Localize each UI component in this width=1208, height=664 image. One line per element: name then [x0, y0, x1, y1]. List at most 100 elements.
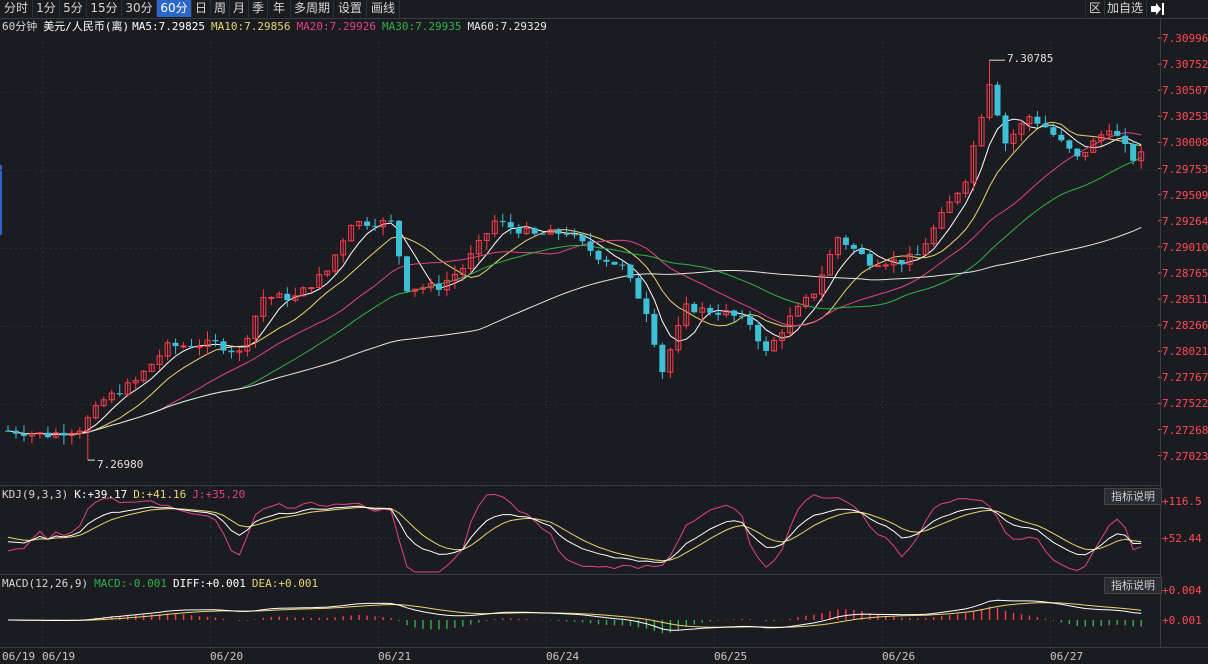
- candle-body: [1058, 134, 1065, 141]
- candle-body: [866, 254, 873, 266]
- candle-body: [372, 225, 379, 227]
- price-axis-label: 7.27023: [1162, 449, 1208, 463]
- collapse-panel-icon[interactable]: [1147, 0, 1167, 17]
- candle-body: [427, 283, 434, 289]
- settings-button[interactable]: 设置: [334, 0, 367, 17]
- kdj-j-label: J:: [192, 488, 206, 501]
- candle-body: [20, 433, 27, 436]
- date-label: 06/19: [42, 650, 76, 663]
- tab-day[interactable]: 日: [192, 0, 211, 17]
- candle-body: [491, 220, 498, 235]
- candle-body: [850, 244, 857, 249]
- candle-body: [938, 211, 945, 229]
- kdj-axis-top: +116.5: [1162, 495, 1202, 508]
- period-toolbar: 分时 1分 5分 15分 30分 60分 日 周 月 季 年 多周期 设置 画线…: [0, 0, 1208, 18]
- candle-body: [858, 248, 865, 255]
- tab-week[interactable]: 周: [211, 0, 230, 17]
- kdj-k-label: K:: [74, 488, 88, 501]
- candle-body: [675, 324, 682, 351]
- candle-body: [364, 221, 371, 226]
- candle-body: [779, 332, 786, 341]
- candle-body: [332, 254, 339, 272]
- candle-body: [164, 342, 171, 357]
- macd-name: MACD(12,26,9): [2, 577, 89, 590]
- candle-body: [611, 261, 618, 265]
- candle-body: [763, 341, 770, 351]
- symbol-name: 美元/人民币(离): [43, 20, 130, 33]
- candle-body: [52, 432, 59, 438]
- ma20-line: [7, 132, 1142, 435]
- candle-body: [922, 243, 929, 256]
- macd-axis-top: +0.004: [1162, 584, 1202, 597]
- candle-body: [116, 393, 123, 395]
- candle-body: [531, 228, 538, 234]
- price-axis-label: 7.29264: [1162, 214, 1208, 228]
- tab-quarter[interactable]: 季: [249, 0, 268, 17]
- macd-value: -0.001: [127, 577, 167, 590]
- candle-body: [451, 273, 458, 281]
- macd-help-button[interactable]: 指标说明: [1104, 577, 1162, 594]
- candle-body: [443, 279, 450, 291]
- tab-60min[interactable]: 60分: [157, 0, 192, 17]
- candle-body: [986, 84, 993, 118]
- candle-body: [723, 310, 730, 316]
- kdj-k-line: [7, 505, 1142, 563]
- candle-body: [244, 337, 251, 352]
- chart-grid: [0, 18, 1208, 648]
- dea-value: +0.001: [278, 577, 319, 590]
- region-button[interactable]: 区: [1085, 0, 1105, 17]
- tab-5min[interactable]: 5分: [60, 0, 87, 17]
- tab-year[interactable]: 年: [268, 0, 291, 17]
- price-axis-label: 7.27268: [1162, 423, 1208, 437]
- tab-1min[interactable]: 1分: [33, 0, 60, 17]
- kdj-j-value: +35.20: [205, 488, 246, 501]
- candle-body: [44, 432, 51, 438]
- price-axis-label: 7.29010: [1162, 240, 1208, 254]
- candle-body: [842, 237, 849, 245]
- candle-body: [826, 254, 833, 276]
- dea-label: DEA:: [251, 577, 279, 590]
- tab-fenshi[interactable]: 分时: [0, 0, 33, 17]
- candle-body: [555, 229, 562, 234]
- kdj-d-line: [7, 506, 1142, 562]
- price-legend: 60分钟 美元/人民币(离) MA5:7.29825 MA10:7.29856 MA20…: [2, 19, 553, 35]
- add-watchlist-button[interactable]: 加自选: [1104, 0, 1147, 17]
- candle-body: [691, 303, 698, 313]
- candle-body: [156, 355, 163, 365]
- date-label: 06/27: [1050, 650, 1084, 663]
- kdj-axis-mid: +52.44: [1162, 532, 1202, 545]
- diff-label: DIFF:: [172, 577, 207, 590]
- candle-body: [1090, 140, 1097, 153]
- kdj-help-button[interactable]: 指标说明: [1104, 488, 1162, 505]
- price-axis-label: 7.27767: [1162, 371, 1208, 385]
- candle-body: [404, 256, 410, 292]
- date-label: 06/24: [546, 650, 580, 663]
- candle-body: [994, 84, 1001, 116]
- candle-body: [603, 259, 610, 262]
- kdj-d-label: D:: [133, 488, 147, 501]
- ma30-value: 7.29935: [415, 20, 462, 33]
- draw-line-button[interactable]: 画线: [367, 0, 400, 17]
- candle-body: [898, 260, 905, 265]
- candle-body: [1042, 123, 1049, 128]
- candle-body: [978, 116, 985, 147]
- candle-body: [300, 287, 307, 297]
- candlesticks: [5, 60, 1145, 461]
- price-axis-label: 7.28511: [1162, 293, 1208, 306]
- ma5-value: 7.29825: [158, 20, 205, 33]
- kdj-legend: KDJ(9,3,3) K:+39.17 D:+41.16 J:+35.20: [2, 488, 251, 501]
- candle-body: [1122, 135, 1129, 145]
- tab-multi-period[interactable]: 多周期: [291, 0, 334, 17]
- tab-month[interactable]: 月: [230, 0, 249, 17]
- candle-body: [563, 233, 570, 235]
- tab-30min[interactable]: 30分: [122, 0, 157, 17]
- candle-body: [707, 307, 714, 313]
- ma30-line: [7, 157, 1142, 435]
- kdj-j-line: [7, 493, 1142, 573]
- candle-body: [292, 295, 299, 301]
- candle-body: [340, 240, 347, 256]
- candle-body: [1026, 116, 1033, 125]
- tab-15min[interactable]: 15分: [87, 0, 122, 17]
- candle-body: [284, 293, 291, 301]
- candle-body: [914, 254, 921, 256]
